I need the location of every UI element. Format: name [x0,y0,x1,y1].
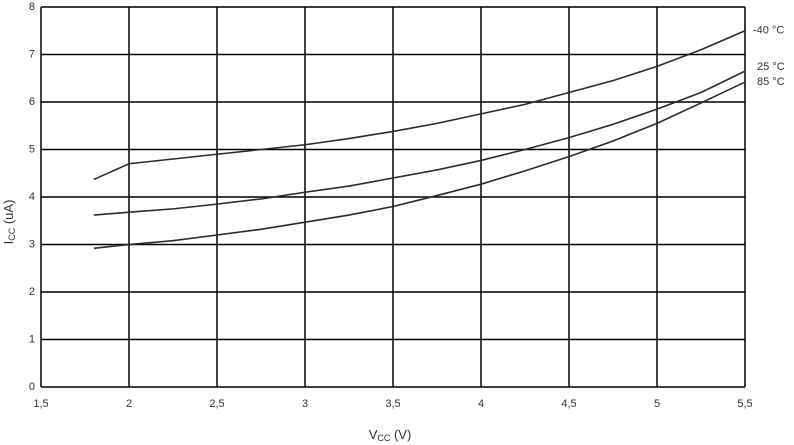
y-tick-label: 4 [29,191,35,203]
x-tick-label: 3,5 [385,398,400,410]
x-axis-title: VCC (V) [369,427,412,443]
y-tick-label: 0 [29,381,35,393]
series-label: 25 °C [757,61,785,73]
series-label: -40 °C [753,25,784,37]
y-tick-label: 1 [29,333,35,345]
series-line [93,30,746,181]
y-axis-title-main: I [1,241,16,245]
y-tick-label: 2 [29,286,35,298]
x-tick-label: 4 [478,398,484,410]
x-tick-label: 2 [126,398,132,410]
y-tick-label: 5 [29,143,35,155]
x-axis-title-sub: CC [377,433,390,443]
x-tick-label: 4,5 [561,398,576,410]
y-axis-title-sub: CC [7,227,17,240]
y-tick-label: 8 [29,1,35,13]
x-tick-label: 5 [654,398,660,410]
y-axis-title: ICC (uA) [1,200,17,245]
y-tick-label: 3 [29,238,35,250]
x-axis-title-main: V [369,427,378,442]
x-tick-label: 1,5 [33,398,48,410]
y-tick-label: 7 [29,48,35,60]
x-tick-label: 5,5 [737,398,752,410]
x-tick-label: 3 [302,398,308,410]
series-line [93,70,746,216]
y-axis-title-unit: (uA) [1,200,16,228]
x-tick-label: 2,5 [209,398,224,410]
series-label: 85 °C [757,76,785,88]
series-line [93,81,746,250]
y-tick-label: 6 [29,96,35,108]
x-axis-title-unit: (V) [390,427,411,442]
